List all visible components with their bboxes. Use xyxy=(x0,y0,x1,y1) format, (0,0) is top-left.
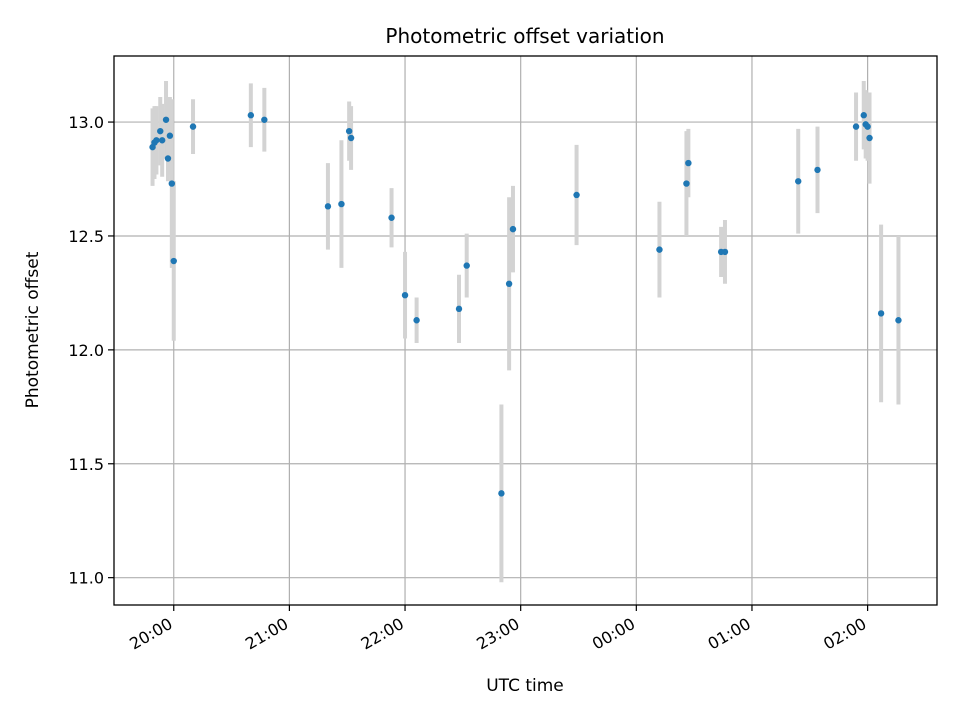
data-point xyxy=(864,123,871,130)
data-point xyxy=(795,178,802,185)
data-point xyxy=(683,180,690,187)
data-point xyxy=(261,116,268,123)
data-point xyxy=(164,155,172,162)
data-point xyxy=(866,134,873,142)
data-point xyxy=(166,132,174,139)
data-points xyxy=(149,112,902,497)
data-point xyxy=(345,127,353,135)
data-point xyxy=(247,112,255,119)
data-point xyxy=(324,203,332,210)
data-point xyxy=(814,166,821,174)
y-tick-label: 11.5 xyxy=(68,455,104,474)
data-point xyxy=(338,200,345,208)
y-tick-label: 11.0 xyxy=(68,569,104,588)
data-point xyxy=(573,191,580,199)
y-axis-ticks: 11.0 11.5 12.0 12.5 13.0 xyxy=(68,113,114,588)
data-point xyxy=(509,225,517,233)
data-point xyxy=(189,123,197,130)
data-point xyxy=(505,280,513,288)
data-point xyxy=(463,262,470,269)
data-point xyxy=(170,257,177,265)
data-point xyxy=(498,490,505,497)
data-point xyxy=(162,116,170,123)
chart-title: Photometric offset variation xyxy=(385,24,664,48)
data-point xyxy=(877,310,885,317)
data-point xyxy=(852,123,860,130)
y-tick-label: 13.0 xyxy=(68,113,104,132)
y-tick-label: 12.0 xyxy=(68,341,104,360)
data-point xyxy=(401,291,409,299)
data-point xyxy=(157,127,164,135)
data-point xyxy=(413,317,420,324)
data-point xyxy=(347,134,355,142)
data-point xyxy=(153,137,160,144)
y-axis-label: Photometric offset xyxy=(23,251,43,408)
data-point xyxy=(168,180,176,187)
data-point xyxy=(656,246,663,253)
data-point xyxy=(860,112,867,119)
plot-frame xyxy=(113,55,938,606)
data-point xyxy=(388,214,395,221)
data-point xyxy=(895,317,902,324)
data-point xyxy=(721,248,729,256)
data-point xyxy=(455,305,463,313)
x-axis-label: UTC time xyxy=(486,676,564,696)
y-tick-label: 12.5 xyxy=(68,227,104,246)
data-point xyxy=(685,159,692,167)
data-point xyxy=(158,137,166,144)
